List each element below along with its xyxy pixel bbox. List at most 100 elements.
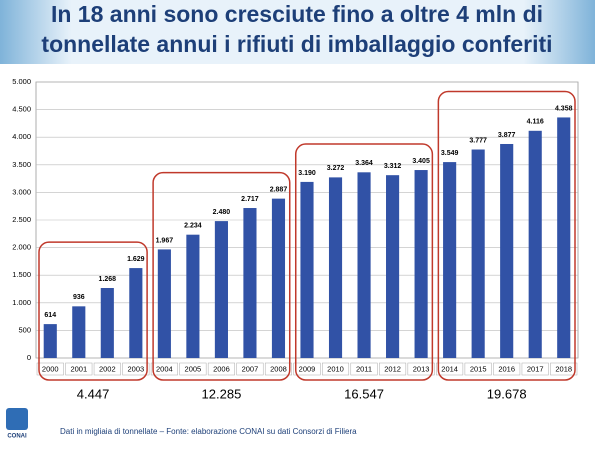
x-tick-box: [264, 362, 292, 376]
y-tick-label: 1.500: [12, 270, 31, 279]
logo-text: CONAI: [7, 434, 27, 440]
x-tick-box: [464, 362, 492, 376]
chart-title: tonnellate annui i rifiuti di imballaggi…: [41, 31, 552, 57]
x-tick-label: 2007: [242, 364, 259, 373]
x-tick-label: 2018: [555, 364, 572, 373]
footnote: Dati in migliaia di tonnellate – Fonte: …: [60, 427, 357, 436]
x-tick-label: 2005: [185, 364, 202, 373]
bar: [157, 249, 171, 358]
x-tick-label: 2006: [213, 364, 230, 373]
group-box: [152, 171, 291, 381]
x-tick-box: [122, 362, 150, 376]
logo-icon: [6, 408, 28, 430]
x-tick-box: [93, 362, 121, 376]
bar: [271, 198, 286, 358]
group-box: [437, 90, 576, 381]
y-tick-label: 2.000: [12, 243, 31, 252]
value-label: 3.777: [469, 137, 487, 144]
group-total: 12.285: [202, 386, 242, 401]
x-tick-label: 2012: [384, 364, 401, 373]
y-tick-label: 5.000: [12, 77, 31, 86]
y-tick-label: 3.500: [12, 160, 31, 169]
y-tick-label: 0: [27, 353, 31, 362]
x-tick-box: [322, 362, 350, 376]
bar: [386, 175, 400, 358]
group-total: 4.447: [77, 386, 110, 401]
x-tick-label: 2008: [270, 364, 287, 373]
value-label: 1.629: [127, 256, 145, 263]
x-tick-box: [350, 362, 378, 376]
x-tick-label: 2001: [70, 364, 87, 373]
x-tick-label: 2000: [42, 364, 59, 373]
bar: [214, 221, 228, 358]
bar: [100, 288, 114, 358]
x-tick-label: 2013: [413, 364, 430, 373]
bar: [328, 177, 343, 358]
x-tick-label: 2009: [299, 364, 316, 373]
bar: [471, 149, 485, 358]
x-tick-box: [207, 362, 235, 376]
x-tick-label: 2011: [356, 364, 372, 373]
x-tick-label: 2015: [470, 364, 487, 373]
y-tick-label: 4.000: [12, 132, 31, 141]
y-tick-label: 1.000: [12, 298, 31, 307]
bar: [443, 162, 457, 358]
value-label: 2.480: [213, 209, 231, 216]
x-tick-label: 2003: [127, 364, 144, 373]
x-tick-label: 2017: [527, 364, 544, 373]
x-tick-box: [550, 362, 578, 376]
bar: [357, 172, 371, 358]
bar: [72, 306, 86, 358]
value-label: 1.268: [99, 276, 117, 283]
bar: [186, 234, 200, 358]
value-label: 3.405: [412, 158, 430, 165]
value-label: 3.364: [355, 160, 373, 167]
y-tick-label: 4.500: [12, 105, 31, 114]
bar: [414, 170, 428, 358]
x-tick-box: [436, 362, 464, 376]
bar: [129, 268, 143, 358]
value-label: 3.272: [327, 165, 345, 172]
y-tick-label: 500: [18, 325, 31, 334]
value-label: 2.717: [241, 196, 259, 203]
header-band: [0, 0, 595, 64]
x-tick-box: [65, 362, 93, 376]
value-label: 1.967: [156, 237, 174, 244]
value-label: 4.116: [527, 119, 544, 126]
value-label: 3.549: [441, 150, 459, 157]
value-label: 3.312: [384, 163, 402, 170]
chart-title: In 18 anni sono cresciute fino a oltre 4…: [51, 1, 543, 27]
value-label: 3.190: [298, 170, 316, 177]
value-label: 2.887: [270, 186, 288, 193]
bar: [300, 181, 314, 358]
x-tick-box: [236, 362, 264, 376]
x-tick-label: 2014: [441, 364, 458, 373]
x-tick-label: 2004: [156, 364, 173, 373]
x-tick-box: [179, 362, 207, 376]
x-tick-box: [521, 362, 549, 376]
group-box: [294, 143, 434, 381]
x-tick-box: [150, 362, 178, 376]
value-label: 936: [73, 294, 85, 301]
value-label: 2.234: [184, 223, 202, 230]
y-tick-label: 3.000: [12, 187, 31, 196]
value-label: 4.358: [555, 105, 573, 112]
bar: [500, 143, 514, 358]
x-tick-box: [379, 362, 407, 376]
value-label: 614: [44, 312, 56, 319]
group-total: 19.678: [487, 386, 527, 401]
value-label: 3.877: [498, 132, 516, 139]
group-total: 16.547: [344, 386, 384, 401]
bar: [528, 130, 542, 358]
x-tick-box: [36, 362, 64, 376]
x-tick-label: 2002: [99, 364, 116, 373]
bar: [43, 324, 57, 358]
x-tick-box: [493, 362, 521, 376]
x-tick-label: 2010: [327, 364, 344, 373]
group-box: [38, 241, 148, 381]
x-tick-box: [407, 362, 435, 376]
x-tick-label: 2016: [498, 364, 515, 373]
bar: [243, 208, 257, 358]
